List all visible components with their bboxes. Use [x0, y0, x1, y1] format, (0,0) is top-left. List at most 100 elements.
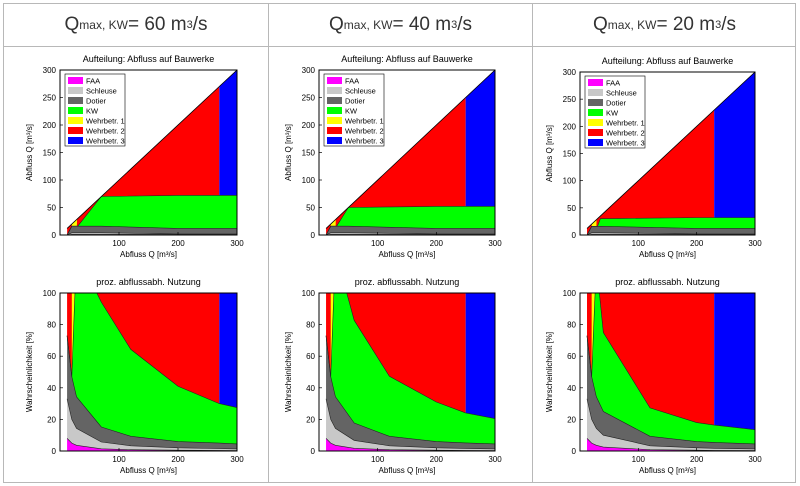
y-tick-label: 80 [47, 321, 56, 330]
legend-label: KW [86, 107, 99, 116]
area-kw [587, 217, 755, 235]
x-tick-label: 300 [230, 455, 244, 464]
chart-title: proz. abflussabh. Nutzung [355, 277, 460, 287]
x-tick-label: 200 [430, 239, 444, 248]
layer-outline [326, 234, 495, 235]
legend-label: Schleuse [345, 87, 376, 96]
layer-outline [587, 234, 755, 235]
y-tick-label: 50 [47, 204, 56, 213]
plot-area [325, 293, 495, 451]
legend-swatch [68, 97, 83, 104]
legend-label: Wehrbetr. 3 [86, 137, 125, 146]
area-schleuse [587, 398, 755, 451]
legend-label: Schleuse [606, 89, 637, 98]
y-tick-label: 80 [306, 321, 315, 330]
y-tick-label: 50 [567, 204, 576, 213]
diagonal-line [325, 69, 496, 229]
y-tick-label: 200 [43, 121, 57, 130]
legend-swatch [327, 77, 342, 84]
legend-label: Dotier [86, 97, 107, 106]
diagonal-line [66, 69, 238, 229]
legend-swatch [68, 107, 83, 114]
legend-label: Schleuse [86, 87, 117, 96]
area-kw [67, 195, 237, 235]
y-axis-label: Wahrscheinlichkeit [%] [25, 332, 34, 412]
plot-frame [579, 292, 756, 452]
x-tick-label: 100 [371, 239, 385, 248]
y-tick-label: 100 [43, 176, 57, 185]
area-kw [326, 206, 495, 235]
y-tick-label: 100 [563, 289, 577, 298]
layer-outline [325, 398, 495, 450]
chart-title: proz. abflussabh. Nutzung [96, 277, 201, 287]
x-tick-label: 300 [748, 455, 762, 464]
layer-outline [66, 335, 237, 445]
x-axis-label: Abfluss Q [m³/s] [120, 466, 177, 475]
x-tick-label: 300 [230, 239, 244, 248]
x-tick-label: 100 [632, 239, 646, 248]
y-tick-label: 40 [47, 384, 56, 393]
y-tick-label: 200 [302, 121, 316, 130]
layer-outline [66, 293, 237, 408]
layer-outline [66, 438, 237, 451]
y-tick-label: 0 [52, 447, 57, 456]
area-kw [326, 293, 495, 444]
x-tick-label: 300 [488, 239, 502, 248]
legend-label: Dotier [345, 97, 366, 106]
x-tick-label: 200 [690, 455, 704, 464]
chart-0: 0 50 100 150 200 250 300 100 200 300 Aufteilung: A… [25, 54, 244, 259]
y-axis-label: Abfluss Q [m³/s] [25, 124, 34, 181]
legend-swatch [68, 137, 83, 144]
legend-swatch [327, 87, 342, 94]
y-tick-label: 80 [567, 321, 576, 330]
chart-title: Aufteilung: Abfluss auf Bauwerke [341, 54, 473, 64]
y-tick-label: 40 [306, 384, 315, 393]
legend-label: Wehrbetr. 2 [606, 129, 645, 138]
legend-swatch [327, 97, 342, 104]
chart-4: 0 50 100 150 200 250 300 100 200 300 Aufteilung: A… [545, 56, 762, 259]
layer-outline [586, 293, 755, 430]
chart-5: 0 20 40 60 80 100 100 200 300 proz. abflussabh. N… [545, 277, 762, 475]
area-wehrbetr-3 [219, 70, 237, 196]
legend-label: Wehrbetr. 3 [345, 137, 384, 146]
legend-label: KW [606, 109, 619, 118]
area-wehrbetr-3 [714, 72, 755, 218]
layer-outline [586, 335, 755, 445]
area-schleuse [67, 398, 237, 451]
layer-outline [586, 398, 755, 450]
y-tick-label: 100 [302, 289, 316, 298]
y-axis-label: Wahrscheinlichkeit [%] [545, 332, 554, 412]
layer-outline [67, 232, 237, 235]
x-tick-label: 200 [430, 455, 444, 464]
chart-1: 0 20 40 60 80 100 100 200 300 proz. abflussabh. N… [25, 277, 244, 475]
plot-frame [59, 292, 238, 452]
legend-label: FAA [606, 79, 620, 88]
y-tick-label: 300 [43, 66, 57, 75]
x-tick-label: 100 [371, 455, 385, 464]
y-tick-label: 40 [567, 384, 576, 393]
legend-swatch [588, 119, 603, 126]
x-tick-label: 300 [488, 455, 502, 464]
y-tick-label: 150 [563, 150, 577, 159]
plot-area [586, 293, 755, 451]
x-axis-label: Abfluss Q [m³/s] [379, 250, 436, 259]
legend-swatch [327, 117, 342, 124]
y-tick-label: 200 [563, 122, 577, 131]
legend-label: Dotier [606, 99, 627, 108]
chart-title: Aufteilung: Abfluss auf Bauwerke [83, 54, 215, 64]
y-tick-label: 100 [563, 177, 577, 186]
legend-swatch [327, 107, 342, 114]
legend-swatch [68, 77, 83, 84]
layer-outline [325, 335, 495, 445]
layer-outline [66, 398, 237, 450]
legend-swatch [588, 89, 603, 96]
y-tick-label: 0 [311, 447, 316, 456]
layer-outline [587, 232, 755, 235]
column-divider [268, 4, 269, 482]
y-tick-label: 0 [311, 231, 316, 240]
y-tick-label: 100 [43, 289, 57, 298]
